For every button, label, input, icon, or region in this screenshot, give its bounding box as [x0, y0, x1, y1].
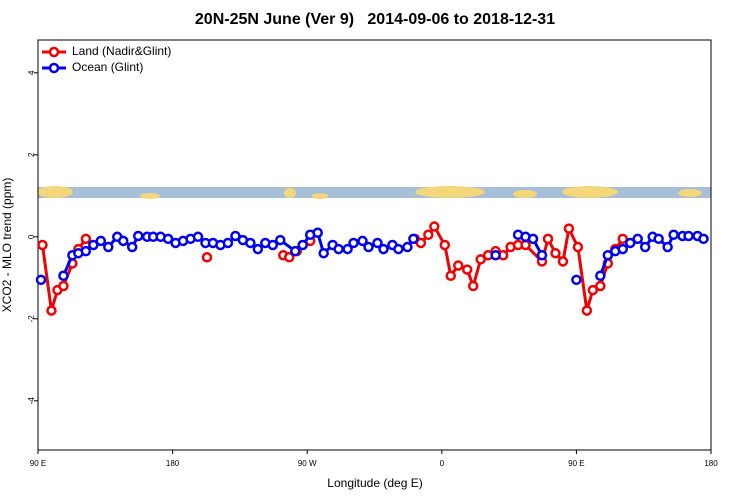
y-tick-label: -2: [27, 315, 36, 323]
chart-title: 20N-25N June (Ver 9) 2014-09-06 to 2018-…: [195, 11, 555, 28]
data-point: [312, 227, 323, 238]
y-tick-label: 0: [27, 234, 36, 239]
data-point: [550, 247, 561, 259]
data-point: [571, 274, 582, 286]
data-point: [445, 270, 457, 281]
data-point: [467, 280, 479, 292]
data-point: [58, 280, 69, 292]
legend-marker: [48, 46, 60, 58]
data-point: [192, 231, 204, 243]
legend-marker: [48, 62, 60, 74]
data-point: [252, 243, 264, 255]
data-point: [80, 233, 92, 245]
data-point: [95, 235, 107, 247]
data-point: [201, 252, 213, 263]
map-strip: [37, 186, 711, 199]
data-point: [408, 233, 419, 245]
data-point: [662, 241, 673, 253]
data-point: [88, 239, 99, 251]
data-point: [527, 233, 539, 245]
data-point: [439, 239, 451, 251]
data-point: [587, 284, 599, 296]
data-point: [639, 241, 651, 253]
data-point: [536, 250, 548, 261]
data-point: [333, 243, 344, 255]
x-tick-label: 90 E: [568, 459, 584, 468]
legend-label: Ocean (Glint): [72, 60, 143, 74]
data-point: [132, 230, 144, 242]
data-point: [668, 229, 679, 240]
data-point: [162, 233, 174, 245]
data-point: [429, 221, 440, 232]
x-axis-label: Longitude (deg E): [327, 476, 422, 490]
data-point: [595, 280, 606, 292]
data-point: [698, 233, 709, 245]
data-point: [126, 241, 138, 253]
data-point: [617, 233, 629, 245]
data-point: [595, 270, 606, 281]
x-tick-label: 180: [166, 459, 180, 468]
data-point: [284, 252, 295, 263]
data-point: [35, 274, 47, 286]
data-point: [393, 243, 404, 255]
data-point: [475, 254, 486, 265]
data-point: [378, 243, 389, 255]
data-point: [581, 305, 593, 316]
data-point: [602, 250, 614, 261]
data-point: [557, 256, 569, 267]
data-point: [572, 241, 584, 253]
data-point: [37, 239, 48, 251]
data-point: [80, 245, 92, 257]
data-point: [222, 237, 234, 249]
y-tick-label: 2: [27, 152, 36, 157]
data-point: [318, 247, 329, 259]
data-point: [653, 233, 664, 245]
y-tick-label: 4: [27, 70, 36, 75]
data-point: [363, 241, 374, 253]
data-point: [372, 237, 383, 249]
x-tick-label: 90 W: [298, 459, 317, 468]
data-point: [563, 223, 575, 234]
data-point: [267, 239, 279, 251]
data-point: [453, 260, 464, 271]
data-point: [58, 270, 69, 281]
data-point: [683, 230, 694, 242]
y-tick-label: -4: [27, 397, 36, 405]
data-point: [342, 243, 353, 255]
data-point: [617, 243, 629, 255]
legend-label: Land (Nadir&Glint): [72, 44, 171, 58]
data-point: [402, 241, 413, 253]
data-point: [415, 237, 427, 249]
data-point: [632, 233, 643, 245]
data-point: [117, 235, 129, 247]
data-point: [520, 239, 531, 251]
data-point: [348, 237, 359, 249]
data-point: [423, 229, 434, 240]
x-tick-label: 90 E: [30, 459, 46, 468]
data-point: [624, 237, 636, 249]
data-point: [297, 239, 308, 251]
data-point: [461, 264, 473, 275]
data-point: [289, 245, 301, 257]
data-point: [245, 237, 256, 249]
data-point: [490, 250, 501, 261]
data-point: [542, 233, 554, 245]
data-point: [357, 235, 368, 247]
y-axis-label: XCO2 - MLO trend (ppm): [0, 178, 14, 313]
data-point: [46, 305, 57, 316]
x-tick-label: 180: [704, 459, 718, 468]
x-tick-label: 0: [440, 459, 445, 468]
data-point: [230, 230, 241, 242]
data-point: [275, 234, 286, 246]
data-point: [103, 241, 114, 253]
